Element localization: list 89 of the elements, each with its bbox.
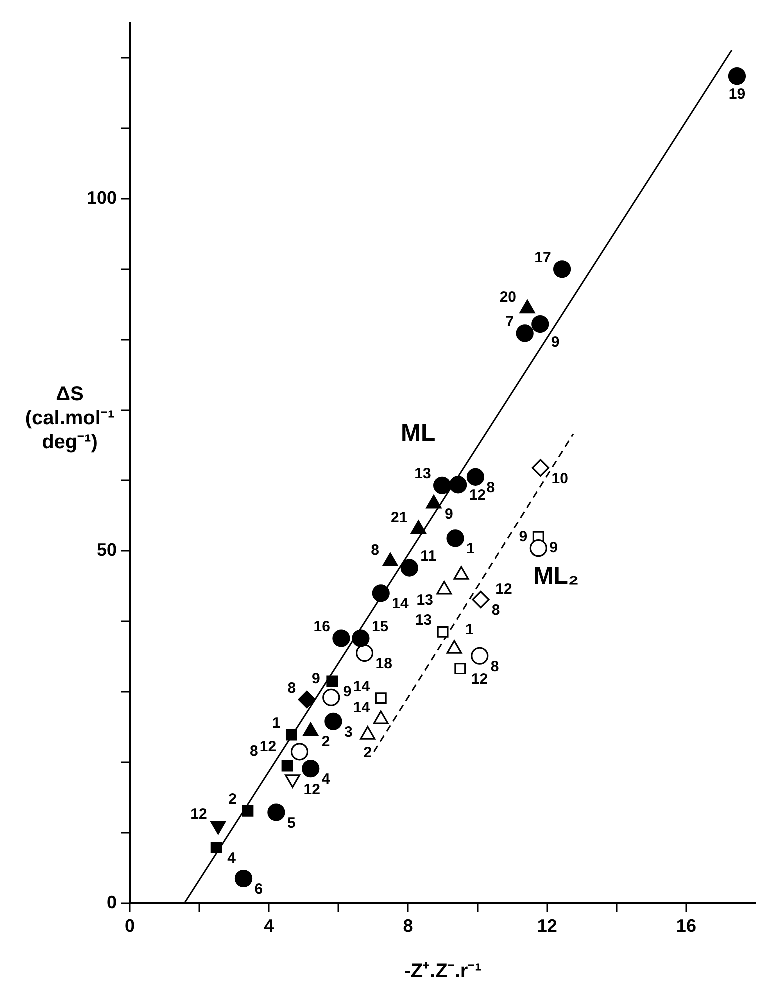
- x-tick-label: 16: [676, 916, 696, 936]
- annotation: 21: [390, 509, 408, 526]
- annotation: 14: [353, 678, 371, 696]
- x-tick-label: 0: [125, 916, 136, 936]
- point: [516, 324, 534, 342]
- point: [532, 459, 550, 477]
- point: [282, 760, 294, 772]
- annotation: 9: [551, 334, 560, 351]
- point: [326, 676, 338, 688]
- annotation: 2: [228, 791, 237, 808]
- annotation: 9: [550, 539, 558, 556]
- x-tick-label: 12: [537, 916, 558, 936]
- point: [446, 530, 464, 548]
- point: [242, 805, 254, 817]
- annotation: 8: [288, 680, 296, 697]
- annotation: 12: [260, 738, 277, 756]
- annotation: 8: [371, 542, 380, 559]
- point: [437, 626, 449, 638]
- point: [471, 647, 489, 665]
- point: [352, 630, 370, 648]
- annotation: 2: [364, 744, 372, 762]
- point: [322, 688, 340, 706]
- y-tick-label: 50: [97, 540, 118, 560]
- annotation: 6: [254, 880, 264, 898]
- annotation: 20: [500, 288, 517, 306]
- annotation: 7: [506, 314, 514, 331]
- x-tick-label: 8: [403, 916, 414, 936]
- point: [466, 468, 485, 486]
- y-tick-label: 100: [86, 188, 118, 208]
- annotation: 13: [415, 612, 432, 630]
- annotation: 8: [486, 479, 496, 496]
- point: [400, 559, 418, 577]
- annotation: 1: [466, 540, 475, 558]
- annotation: 1: [272, 715, 281, 732]
- annotation: 12: [190, 806, 208, 823]
- point: [530, 540, 548, 558]
- x-axis-title: -Z⁺.Z⁻.r⁻¹: [404, 960, 482, 983]
- annotation: 8: [492, 602, 500, 620]
- annotation: 12: [304, 782, 320, 799]
- point: [450, 476, 468, 494]
- annotation: 16: [314, 618, 330, 636]
- annotation: 8: [250, 743, 258, 760]
- point: [332, 630, 350, 648]
- annotation: 9: [519, 528, 528, 546]
- annotation: 11: [420, 548, 436, 566]
- annotation: 15: [372, 618, 389, 636]
- annotation: 9: [312, 670, 320, 688]
- annotation: 12: [471, 671, 488, 688]
- annotation: 12: [469, 487, 486, 504]
- y-axis-title: ΔS (cal.mol⁻¹ deg⁻¹): [25, 384, 115, 454]
- point: [372, 584, 390, 602]
- point: [454, 663, 466, 675]
- x-tick-label: 4: [264, 916, 274, 936]
- point: [268, 804, 286, 822]
- point: [554, 260, 572, 278]
- point: [290, 743, 309, 761]
- annotation: 14: [392, 596, 410, 613]
- annotation: 14: [353, 700, 371, 717]
- annotation: 12: [496, 581, 512, 598]
- annotation: ML: [401, 420, 436, 447]
- point: [286, 729, 298, 741]
- point: [728, 68, 746, 86]
- point: [356, 644, 374, 662]
- point: [234, 870, 253, 888]
- annotation: 13: [416, 592, 434, 610]
- annotation: 1: [465, 622, 474, 639]
- point: [375, 692, 387, 704]
- point: [302, 760, 320, 778]
- y-tick-label: 0: [107, 892, 118, 912]
- point: [472, 590, 490, 609]
- annotation: 4: [228, 850, 237, 867]
- point: [210, 842, 222, 854]
- annotation: 13: [414, 466, 432, 483]
- point: [532, 316, 550, 334]
- point: [324, 712, 342, 730]
- annotation: 3: [344, 724, 353, 741]
- annotation: 17: [534, 249, 552, 266]
- annotation: 19: [728, 86, 746, 103]
- annotation: ML₂: [534, 562, 580, 590]
- annotation: 18: [376, 656, 392, 673]
- annotation: 5: [287, 814, 296, 832]
- annotation: 9: [444, 506, 454, 524]
- annotation: 4: [322, 771, 331, 788]
- point: [434, 476, 452, 494]
- annotation: 8: [490, 658, 500, 676]
- point: [298, 691, 316, 709]
- annotation: 10: [552, 470, 568, 488]
- annotation: 9: [343, 684, 352, 701]
- annotation: 2: [322, 734, 330, 751]
